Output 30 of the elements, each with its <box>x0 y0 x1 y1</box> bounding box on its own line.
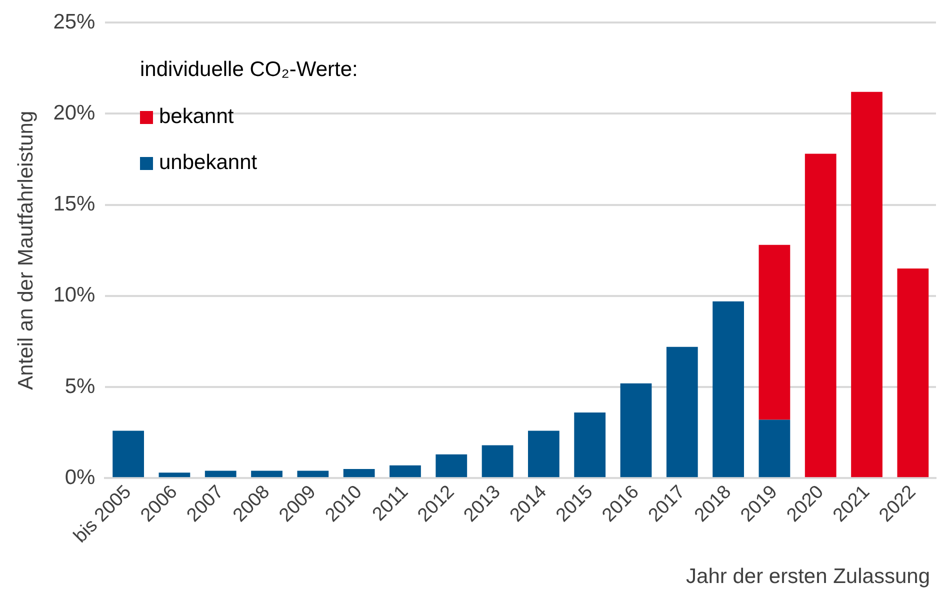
bar <box>204 470 236 478</box>
bar <box>851 92 882 478</box>
bar <box>620 383 652 478</box>
bar <box>712 301 744 478</box>
y-tick-label: 0% <box>64 466 96 489</box>
y-tick-label: 20% <box>53 101 96 124</box>
bar <box>758 244 790 420</box>
bar <box>251 470 282 478</box>
y-tick-label: 10% <box>53 284 96 307</box>
y-tick-label: 25% <box>53 10 96 34</box>
bar <box>574 412 606 478</box>
y-axis-title: Anteil an der Mautfahrleistung <box>14 110 38 390</box>
bar <box>897 268 929 478</box>
x-axis-title: Jahr der ersten Zulassung <box>686 565 930 589</box>
y-tick-label: 5% <box>64 374 96 398</box>
bar <box>528 430 560 478</box>
bar <box>112 430 144 478</box>
bar <box>390 465 421 478</box>
bar <box>343 468 375 478</box>
legend-title: individuelle CO₂-Werte: <box>140 58 358 82</box>
y-tick-label: 15% <box>53 192 96 216</box>
legend-label: bekannt <box>159 105 234 129</box>
bar <box>804 154 836 478</box>
bar <box>758 420 790 478</box>
bar <box>297 470 329 478</box>
legend-label: unbekannt <box>159 151 258 175</box>
bar <box>482 445 514 478</box>
bar <box>436 454 468 478</box>
bar <box>666 346 698 478</box>
bar <box>158 472 190 478</box>
